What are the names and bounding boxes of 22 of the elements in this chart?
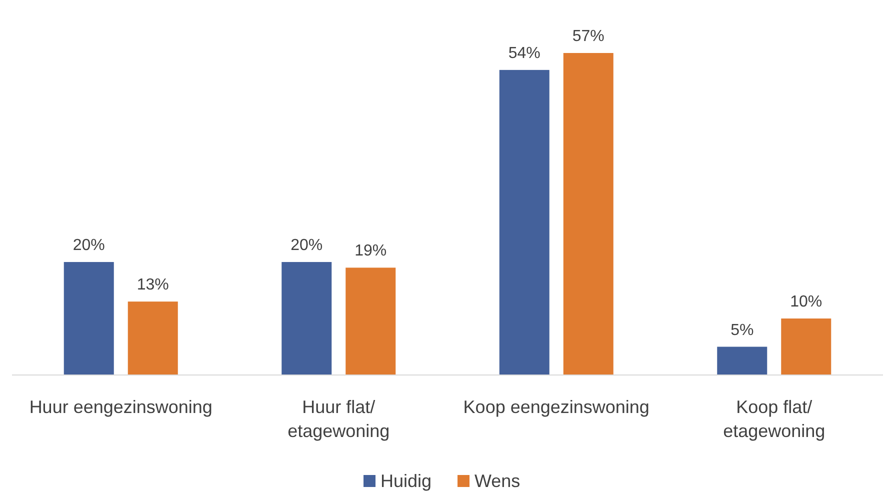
- data-label: 13%: [136, 276, 169, 294]
- x-tick-label: Huur flat/ etagewoning: [288, 397, 390, 441]
- bar: [64, 262, 114, 375]
- legend-label: Huidig: [380, 471, 432, 491]
- bar: [717, 346, 768, 375]
- x-tick-label: Huur eengezinswoning: [29, 397, 212, 417]
- bar: [781, 318, 832, 375]
- data-label: 20%: [72, 237, 105, 254]
- bar: [346, 268, 396, 375]
- bar: [282, 262, 332, 375]
- data-label: 5%: [730, 322, 754, 339]
- bar: [563, 53, 614, 375]
- data-label: 54%: [508, 44, 540, 62]
- data-label: 20%: [290, 237, 323, 254]
- data-label: 57%: [572, 28, 604, 45]
- x-tick-label: Koop flat/ etagewoning: [723, 397, 826, 441]
- bar: [128, 302, 178, 375]
- legend-label: Wens: [474, 471, 520, 491]
- x-tick-label: Koop eengezinswoning: [463, 397, 650, 417]
- data-label: 10%: [790, 294, 822, 311]
- bar: [499, 70, 550, 375]
- data-label: 19%: [354, 242, 387, 260]
